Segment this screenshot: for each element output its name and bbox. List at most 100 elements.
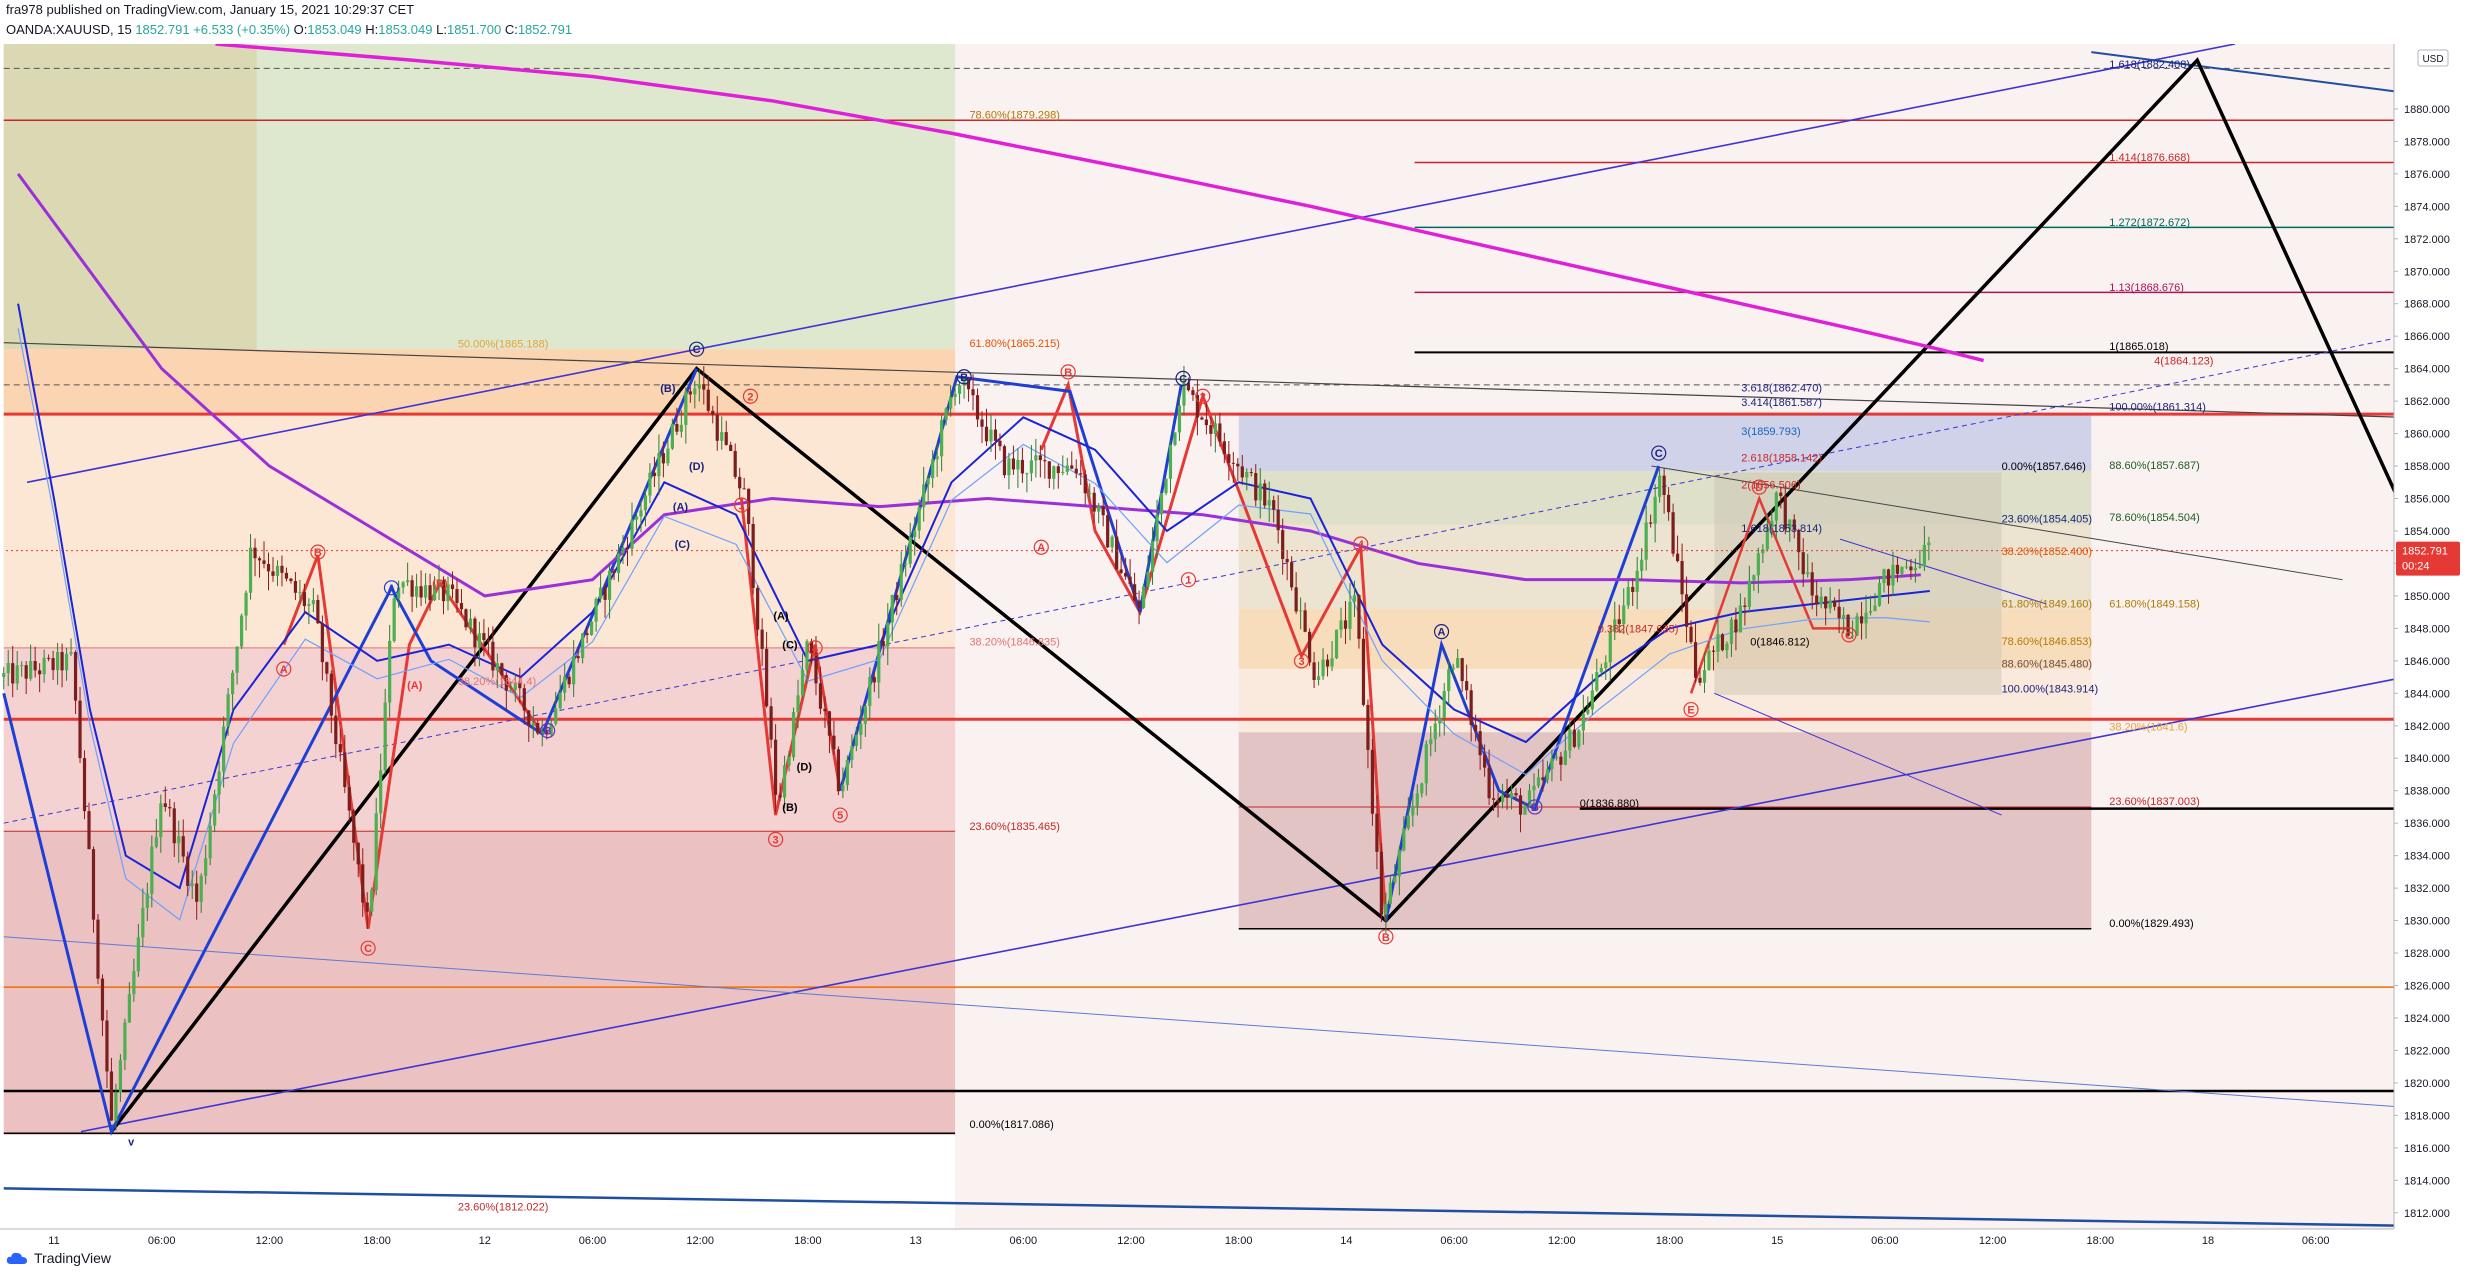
candle-body [1617,619,1621,625]
candle [742,477,746,490]
wave-label: B [1378,929,1394,945]
fib-label: 1.414(1876.668) [2109,152,2190,164]
wave-label: 2 [1195,388,1211,404]
fib-label: 61.80%(1849.158) [2109,599,2200,611]
candle-body [670,423,674,449]
candle-body [231,672,235,695]
candle-body [459,603,464,610]
candle-body [1294,587,1298,612]
candle-body [715,414,719,441]
time-tick-label: 06:00 [148,1235,176,1247]
candle [1788,519,1792,542]
candle [1761,544,1765,564]
time-tick-label: 12:00 [1979,1235,2007,1247]
candle-body [1357,595,1361,639]
candle-body [1420,783,1424,794]
candle [1043,445,1047,479]
candle-body [441,580,446,602]
candle-body [1025,473,1029,475]
price-tick-label: 1868.000 [2404,299,2450,311]
candle-body [1007,458,1011,476]
candle [1577,729,1581,750]
candle [1339,607,1343,638]
tradingview-logo[interactable]: TradingView [6,1250,111,1266]
candle [1034,438,1038,478]
wave-label-text: v [128,1136,135,1148]
candle-body [1272,500,1276,510]
fib-label: 0.00%(1817.086) [969,1119,1053,1131]
candle-body [109,1071,114,1121]
candle-body [1859,616,1864,624]
levels-layer [3,67,2406,1134]
wave-label: C [1175,370,1191,386]
price-tick-label: 1826.000 [2404,981,2450,993]
candle-body [190,883,194,886]
candle [1509,784,1514,810]
candle-body [1312,662,1316,680]
time-tick-label: 18:00 [1225,1235,1253,1247]
candle-body [1460,658,1464,682]
candle-body [1195,394,1200,418]
fib-label: 0(1836.880) [1580,798,1639,810]
wave-label-text: 4 [812,643,819,655]
candle [248,534,253,600]
candle [257,556,262,578]
candle [1308,628,1312,666]
candle-body [917,507,921,531]
candle [679,410,683,438]
candle [82,750,87,820]
candle [1554,751,1559,761]
candle [1478,718,1482,770]
fib-label: 100.00%(1843.914) [2002,684,2099,696]
candle [1635,556,1639,610]
candle-body [940,420,944,457]
candle-body [895,594,899,600]
candle [1451,663,1455,677]
candle [1756,547,1760,594]
candle-body [518,683,522,689]
candle-body [509,689,513,691]
candle [29,644,33,681]
candle-body [760,629,764,649]
candle [1384,892,1388,934]
price-tick-label: 1854.000 [2404,526,2450,538]
candle [975,388,980,428]
candle-body [1711,650,1716,652]
fib-label: 1.618(1882.408) [2109,59,2190,71]
candle [190,870,194,900]
time-tick-label: 14 [1340,1235,1352,1247]
candle [204,845,208,885]
close-value: 1852.791 [517,22,573,37]
candle [1568,721,1572,759]
candle [845,755,849,791]
candle [1765,513,1769,552]
candle-body [1527,790,1532,807]
candle [1474,714,1478,742]
candle-body [1604,662,1608,668]
candle [1303,602,1307,633]
candle-body [1308,631,1312,663]
candle [850,734,854,768]
price-tick-label: 1836.000 [2404,818,2450,830]
candle [500,662,504,689]
candle [1469,684,1473,742]
wave-label-text: 2 [747,391,753,403]
candle-body [347,787,351,811]
candle-body [352,810,356,843]
price-chart[interactable]: 1.618(1882.408) 78.60%(1879.298) 1.414(187… [0,44,2468,1249]
candle-body [729,444,733,451]
wave-label-ring [1060,364,1076,380]
candle-body [666,448,670,464]
candle-body [87,811,91,850]
candle [150,835,154,908]
fib-label: 2.618(1858.142) [1741,453,1822,465]
candle [1155,499,1159,559]
candle [1267,481,1271,522]
candle [832,720,836,756]
price-tick-label: 1870.000 [2404,266,2450,278]
candle [1550,749,1554,782]
zone-fib-e [1238,668,2092,733]
candle-body [1828,600,1832,609]
candle-body [1083,474,1087,494]
candle-body [531,722,535,726]
